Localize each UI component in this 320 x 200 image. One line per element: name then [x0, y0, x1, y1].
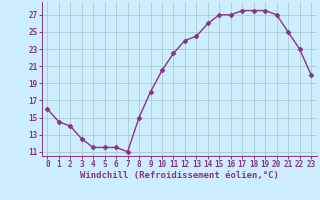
X-axis label: Windchill (Refroidissement éolien,°C): Windchill (Refroidissement éolien,°C): [80, 171, 279, 180]
